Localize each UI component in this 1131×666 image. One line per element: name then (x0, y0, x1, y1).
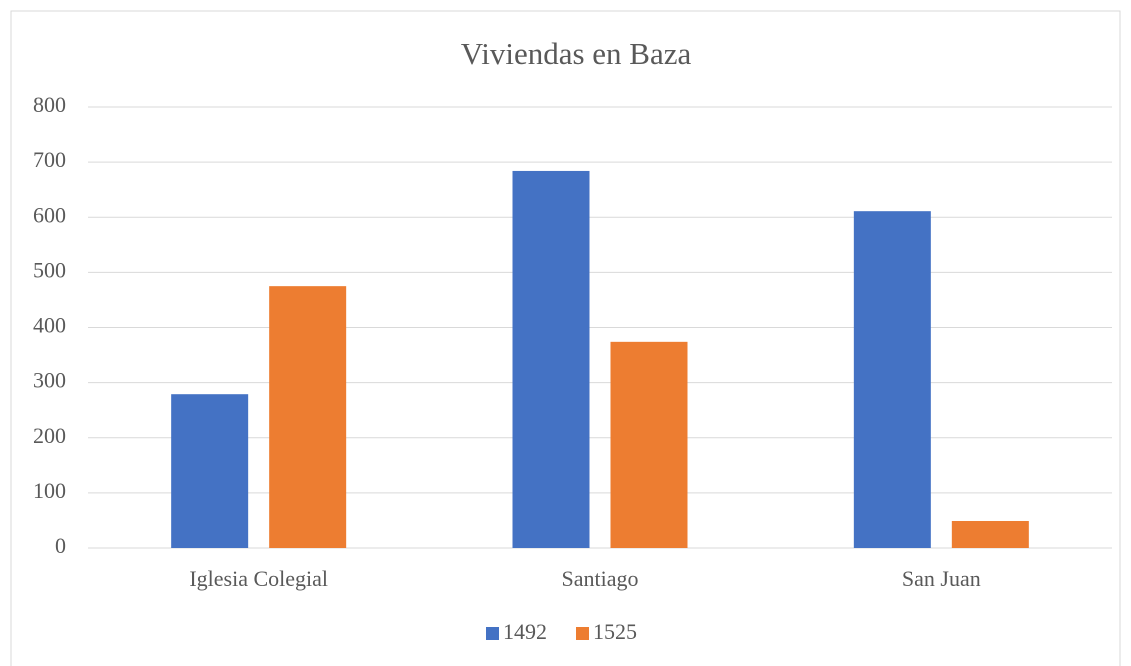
y-tick-label: 200 (33, 423, 66, 448)
bar (610, 341, 688, 548)
bar (269, 286, 347, 548)
legend-label: 1492 (503, 619, 547, 644)
chart-title: Viviendas en Baza (461, 36, 692, 71)
y-tick-label: 100 (33, 478, 66, 503)
y-tick-label: 600 (33, 202, 66, 227)
bar (951, 520, 1029, 548)
legend-swatch (486, 627, 499, 640)
y-tick-label: 400 (33, 313, 66, 338)
y-tick-label: 700 (33, 147, 66, 172)
bar (853, 211, 931, 548)
x-tick-label: Santiago (562, 566, 639, 591)
bar (171, 394, 249, 548)
x-tick-label: San Juan (902, 566, 981, 591)
y-tick-label: 500 (33, 257, 66, 282)
y-tick-label: 0 (55, 533, 66, 558)
y-tick-label: 300 (33, 368, 66, 393)
x-tick-label: Iglesia Colegial (189, 566, 328, 591)
legend-label: 1525 (593, 619, 637, 644)
y-tick-label: 800 (33, 92, 66, 117)
bar (512, 170, 590, 548)
legend-swatch (576, 627, 589, 640)
